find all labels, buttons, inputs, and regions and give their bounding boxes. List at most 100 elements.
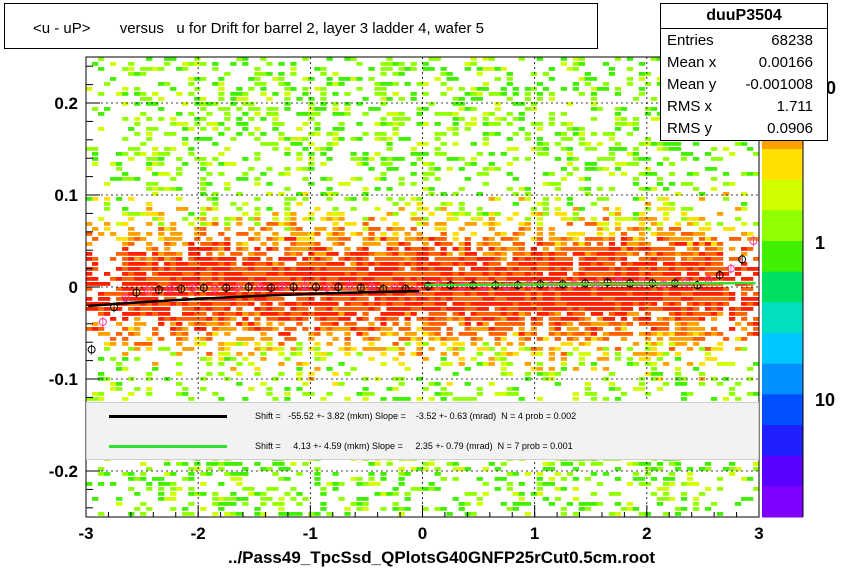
heatmap-cell	[296, 232, 303, 236]
heatmap-cell	[440, 222, 447, 226]
heatmap-cell	[596, 142, 604, 146]
heatmap-cell	[230, 472, 237, 476]
heatmap-cell	[680, 212, 688, 216]
heatmap-cell	[470, 317, 477, 321]
heatmap-cell	[134, 257, 141, 261]
heatmap-cell	[434, 167, 441, 171]
heatmap-cell	[482, 212, 489, 216]
heatmap-cell	[440, 337, 447, 341]
heatmap-cell	[650, 342, 658, 346]
heatmap-cell	[710, 242, 718, 246]
heatmap-cell	[284, 387, 291, 391]
heatmap-cell	[566, 332, 573, 336]
heatmap-cell	[626, 507, 634, 511]
heatmap-cell	[206, 287, 213, 291]
heatmap-cell	[146, 347, 153, 351]
heatmap-cell	[338, 317, 345, 321]
heatmap-cell	[176, 322, 183, 326]
heatmap-cell	[572, 312, 579, 316]
heatmap-cell	[590, 462, 598, 466]
heatmap-cell	[638, 227, 646, 231]
heatmap-cell	[644, 172, 652, 176]
heatmap-cell	[584, 192, 591, 196]
heatmap-cell	[596, 167, 604, 171]
heatmap-cell	[662, 382, 670, 386]
heatmap-cell	[554, 312, 561, 316]
heatmap-cell	[338, 277, 345, 281]
heatmap-cell	[638, 72, 646, 76]
legend-line-black	[109, 415, 227, 418]
heatmap-cell	[290, 312, 297, 316]
heatmap-cell	[152, 332, 159, 336]
heatmap-cell	[560, 132, 567, 136]
heatmap-cell	[464, 397, 471, 401]
heatmap-cell	[296, 112, 303, 116]
heatmap-cell	[542, 197, 549, 201]
heatmap-cell	[218, 482, 225, 486]
heatmap-cell	[686, 292, 694, 296]
heatmap-cell	[92, 322, 99, 326]
heatmap-cell	[620, 507, 628, 511]
heatmap-cell	[428, 162, 435, 166]
heatmap-cell	[554, 277, 561, 281]
heatmap-cell	[212, 272, 219, 276]
heatmap-cell	[182, 142, 189, 146]
heatmap-cell	[314, 87, 321, 91]
heatmap-cell	[434, 277, 441, 281]
heatmap-cell	[608, 137, 616, 141]
heatmap-cell	[422, 277, 429, 281]
heatmap-cell	[320, 217, 327, 221]
heatmap-cell	[735, 322, 742, 326]
heatmap-cell	[140, 282, 147, 286]
fit-line-black	[88, 289, 420, 308]
heatmap-cell	[296, 237, 303, 241]
heatmap-cell	[314, 347, 321, 351]
heatmap-cell	[254, 77, 261, 81]
heatmap-cell	[98, 57, 105, 61]
heatmap-cell	[164, 277, 171, 281]
heatmap-cell	[284, 197, 291, 201]
heatmap-cell	[212, 67, 219, 71]
heatmap-cell	[320, 257, 327, 261]
heatmap-cell	[392, 82, 399, 86]
heatmap-cell	[320, 262, 327, 266]
heatmap-cell	[440, 237, 447, 241]
heatmap-cell	[554, 302, 561, 306]
heatmap-cell	[110, 162, 117, 166]
heatmap-cell	[602, 62, 610, 66]
heatmap-cell	[326, 322, 333, 326]
heatmap-cell	[530, 297, 537, 301]
heatmap-cell	[482, 292, 489, 296]
heatmap-cell	[362, 252, 369, 256]
heatmap-cell	[632, 317, 640, 321]
heatmap-cell	[560, 62, 567, 66]
heatmap-cell	[590, 257, 598, 261]
heatmap-cell	[422, 207, 429, 211]
heatmap-cell	[698, 197, 706, 201]
heatmap-cell	[512, 307, 519, 311]
heatmap-cell	[188, 272, 195, 276]
heatmap-cell	[572, 302, 579, 306]
heatmap-cell	[650, 107, 658, 111]
heatmap-cell	[188, 222, 195, 226]
heatmap-cell	[656, 307, 664, 311]
heatmap-cell	[590, 92, 598, 96]
heatmap-cell	[530, 257, 537, 261]
heatmap-cell	[404, 277, 411, 281]
heatmap-cell	[620, 237, 628, 241]
heatmap-cell	[398, 177, 405, 181]
heatmap-cell	[518, 317, 525, 321]
heatmap-cell	[554, 497, 561, 501]
heatmap-cell	[332, 322, 339, 326]
heatmap-cell	[692, 322, 700, 326]
color-bar-segment	[762, 486, 803, 518]
heatmap-cell	[194, 102, 201, 106]
heatmap-cell	[482, 307, 489, 311]
heatmap-cell	[194, 287, 201, 291]
heatmap-cell	[488, 167, 495, 171]
heatmap-cell	[680, 182, 688, 186]
heatmap-cell	[416, 237, 423, 241]
heatmap-cell	[194, 247, 201, 251]
heatmap-cell	[194, 117, 201, 121]
heatmap-cell	[482, 322, 489, 326]
